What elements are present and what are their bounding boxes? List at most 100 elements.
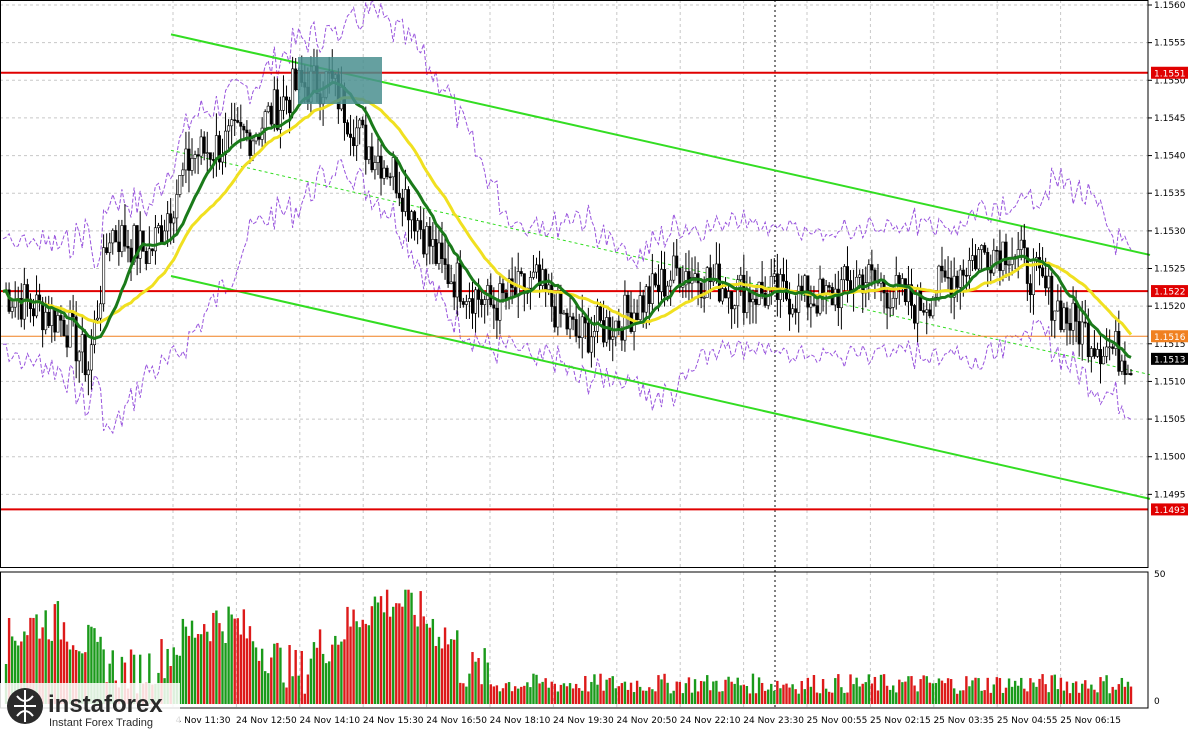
candle-body (129, 247, 133, 263)
volume-bar (416, 626, 419, 704)
volume-bar (904, 681, 907, 704)
candle-body (656, 284, 660, 292)
candle-body (699, 282, 703, 299)
volume-bar (654, 691, 657, 704)
volume-bar (1047, 692, 1050, 704)
candle-body (1071, 302, 1075, 331)
candle-body (281, 96, 285, 111)
volume-bar (504, 683, 508, 704)
volume-bar (7, 618, 11, 704)
candle-body (1126, 373, 1130, 376)
volume-bar (102, 649, 105, 704)
volume-bar (925, 676, 928, 704)
volume-bar (288, 645, 291, 704)
y-tick-label: 1.1495 (1154, 490, 1186, 500)
volume-bar (181, 618, 185, 704)
volume-bar (910, 676, 913, 704)
candle-body (812, 303, 816, 306)
candle-body (647, 286, 651, 304)
volume-bar (419, 591, 422, 704)
volume-bar (751, 673, 755, 704)
candle-body (620, 329, 624, 341)
candle-body (449, 281, 453, 284)
candle-body (870, 264, 874, 271)
price-panel-frame (0, 0, 1149, 568)
volume-bar (797, 693, 800, 704)
x-tick-label: 25 Nov 00:55 (807, 716, 868, 726)
volume-bar (547, 687, 550, 704)
candle-body (547, 284, 551, 290)
volume-bar (840, 687, 843, 704)
volume-bar (1017, 685, 1020, 704)
candle-body (1095, 349, 1099, 357)
candle-body (736, 279, 740, 306)
volume-bar (410, 592, 413, 704)
volume-bar (449, 639, 453, 704)
y-tick-label: 1.1505 (1154, 415, 1186, 425)
candle-body (272, 89, 276, 125)
volume-bar (462, 683, 465, 704)
candle-body (77, 351, 81, 362)
candle-body (477, 289, 481, 300)
volume-bar (401, 606, 404, 704)
candle-body (248, 132, 252, 156)
candle-body (114, 230, 118, 243)
volume-bar (815, 692, 819, 704)
volume-bar (270, 657, 273, 704)
volume-bar (776, 680, 779, 704)
volume-bar (590, 681, 593, 704)
volume-bar (239, 634, 242, 704)
candle-body (720, 288, 724, 302)
candle-body (443, 258, 447, 265)
candle-body (288, 99, 292, 114)
candle-body (388, 176, 392, 179)
volume-bar (251, 641, 255, 704)
volume-bar (96, 641, 99, 704)
candle-body (586, 322, 590, 353)
candle-body (885, 292, 889, 309)
volume-bar (931, 683, 935, 704)
volume-bar (1059, 677, 1063, 704)
volume-bar (324, 663, 328, 704)
volume-bar (59, 639, 63, 704)
candle-body (906, 284, 910, 303)
volume-bar (864, 682, 867, 704)
volume-bar (818, 693, 822, 704)
bollinger-lower (2, 159, 1132, 435)
candle-body (977, 249, 981, 270)
volume-bar (1071, 682, 1075, 704)
volume-bar (172, 647, 175, 704)
candle-body (641, 295, 645, 313)
candle-body (166, 213, 170, 232)
volume-bar (562, 683, 566, 704)
candle-body (519, 271, 523, 274)
candle-body (403, 189, 407, 212)
volume-bar (32, 617, 35, 704)
volume-bar (331, 644, 334, 704)
volume-bar (227, 606, 230, 704)
candle-body (928, 309, 932, 317)
volume-bar (318, 629, 322, 704)
volume-bar (739, 685, 742, 704)
volume-bar (983, 690, 986, 704)
candle-body (556, 290, 560, 328)
volume-bar (587, 691, 590, 704)
volume-bar (660, 679, 663, 704)
volume-bar (635, 680, 639, 704)
candle-body (955, 275, 959, 288)
y-tick-label: 1.1530 (1154, 227, 1186, 237)
candle-body (589, 336, 593, 353)
volume-bar (782, 684, 785, 704)
volume-bar (974, 677, 977, 704)
volume-bar (657, 675, 660, 704)
candle-body (416, 220, 420, 232)
candle-body (836, 288, 840, 309)
volume-bar (1026, 691, 1029, 704)
volume-bar (459, 682, 462, 704)
candle-body (1086, 322, 1090, 358)
volume-bar (614, 688, 617, 704)
candle-body (135, 225, 139, 259)
volume-bar (986, 677, 989, 704)
candle-body (117, 241, 121, 253)
y-tick-label: 1.1510 (1154, 377, 1186, 387)
